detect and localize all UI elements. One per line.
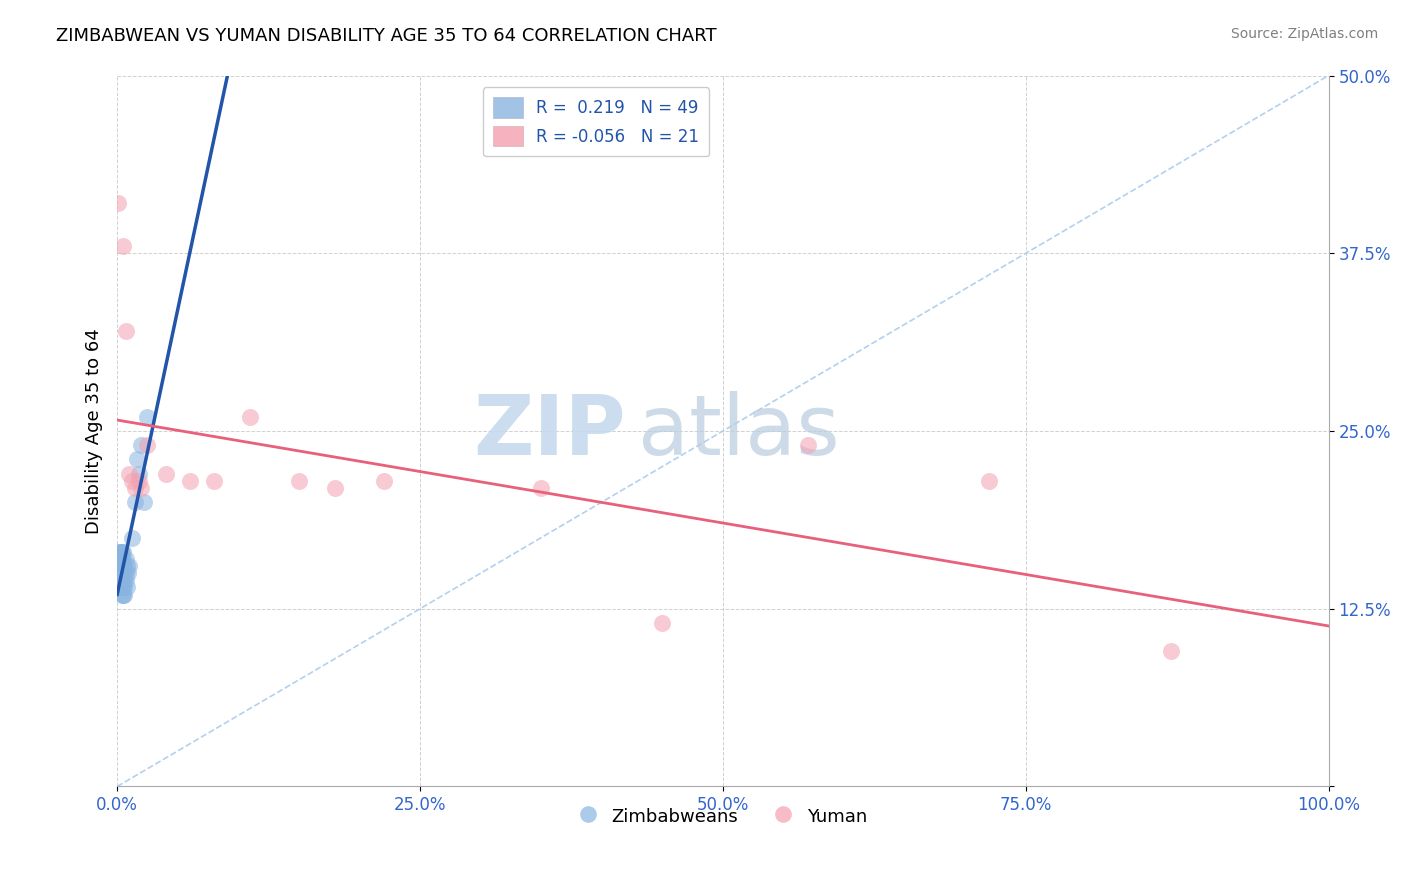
Zimbabweans (114, 574, 136, 588)
Zimbabweans (108, 552, 131, 566)
Zimbabweans (111, 545, 134, 559)
Zimbabweans (107, 559, 129, 574)
Text: ZIP: ZIP (474, 391, 626, 472)
Yuman (124, 481, 146, 495)
Yuman (373, 474, 395, 488)
Zimbabweans (112, 559, 135, 574)
Yuman (651, 615, 673, 630)
Zimbabweans (112, 588, 135, 602)
Zimbabweans (121, 531, 143, 545)
Zimbabweans (111, 581, 134, 595)
Text: Source: ZipAtlas.com: Source: ZipAtlas.com (1230, 27, 1378, 41)
Zimbabweans (110, 566, 132, 581)
Zimbabweans (110, 574, 132, 588)
Zimbabweans (107, 566, 129, 581)
Yuman (239, 409, 262, 424)
Yuman (107, 196, 129, 211)
Text: ZIMBABWEAN VS YUMAN DISABILITY AGE 35 TO 64 CORRELATION CHART: ZIMBABWEAN VS YUMAN DISABILITY AGE 35 TO… (56, 27, 717, 45)
Zimbabweans (111, 559, 134, 574)
Zimbabweans (114, 566, 136, 581)
Zimbabweans (110, 559, 132, 574)
Yuman (121, 474, 143, 488)
Yuman (796, 438, 818, 452)
Y-axis label: Disability Age 35 to 64: Disability Age 35 to 64 (86, 328, 103, 534)
Zimbabweans (114, 552, 136, 566)
Yuman (112, 239, 135, 253)
Zimbabweans (112, 566, 135, 581)
Zimbabweans (114, 566, 136, 581)
Zimbabweans (131, 438, 153, 452)
Zimbabweans (118, 559, 141, 574)
Zimbabweans (117, 566, 139, 581)
Yuman (323, 481, 346, 495)
Zimbabweans (111, 588, 134, 602)
Zimbabweans (112, 574, 135, 588)
Zimbabweans (112, 545, 135, 559)
Yuman (128, 474, 150, 488)
Zimbabweans (112, 552, 135, 566)
Zimbabweans (107, 552, 129, 566)
Zimbabweans (110, 545, 132, 559)
Zimbabweans (110, 552, 132, 566)
Zimbabweans (108, 574, 131, 588)
Zimbabweans (115, 559, 138, 574)
Yuman (118, 467, 141, 481)
Zimbabweans (114, 559, 136, 574)
Zimbabweans (114, 581, 136, 595)
Zimbabweans (110, 581, 132, 595)
Zimbabweans (111, 574, 134, 588)
Yuman (1160, 644, 1182, 658)
Zimbabweans (110, 566, 132, 581)
Zimbabweans (111, 552, 134, 566)
Yuman (114, 325, 136, 339)
Yuman (530, 481, 553, 495)
Yuman (288, 474, 311, 488)
Zimbabweans (107, 545, 129, 559)
Zimbabweans (114, 588, 136, 602)
Zimbabweans (112, 581, 135, 595)
Zimbabweans (108, 574, 131, 588)
Yuman (179, 474, 201, 488)
Yuman (979, 474, 1001, 488)
Zimbabweans (132, 495, 155, 509)
Zimbabweans (114, 574, 136, 588)
Zimbabweans (125, 452, 148, 467)
Zimbabweans (111, 566, 134, 581)
Yuman (131, 481, 153, 495)
Yuman (155, 467, 177, 481)
Legend: Zimbabweans, Yuman: Zimbabweans, Yuman (572, 797, 875, 834)
Zimbabweans (128, 467, 150, 481)
Yuman (136, 438, 159, 452)
Zimbabweans (108, 545, 131, 559)
Text: atlas: atlas (638, 391, 839, 472)
Zimbabweans (115, 581, 138, 595)
Yuman (202, 474, 225, 488)
Zimbabweans (108, 559, 131, 574)
Zimbabweans (124, 495, 146, 509)
Zimbabweans (136, 409, 159, 424)
